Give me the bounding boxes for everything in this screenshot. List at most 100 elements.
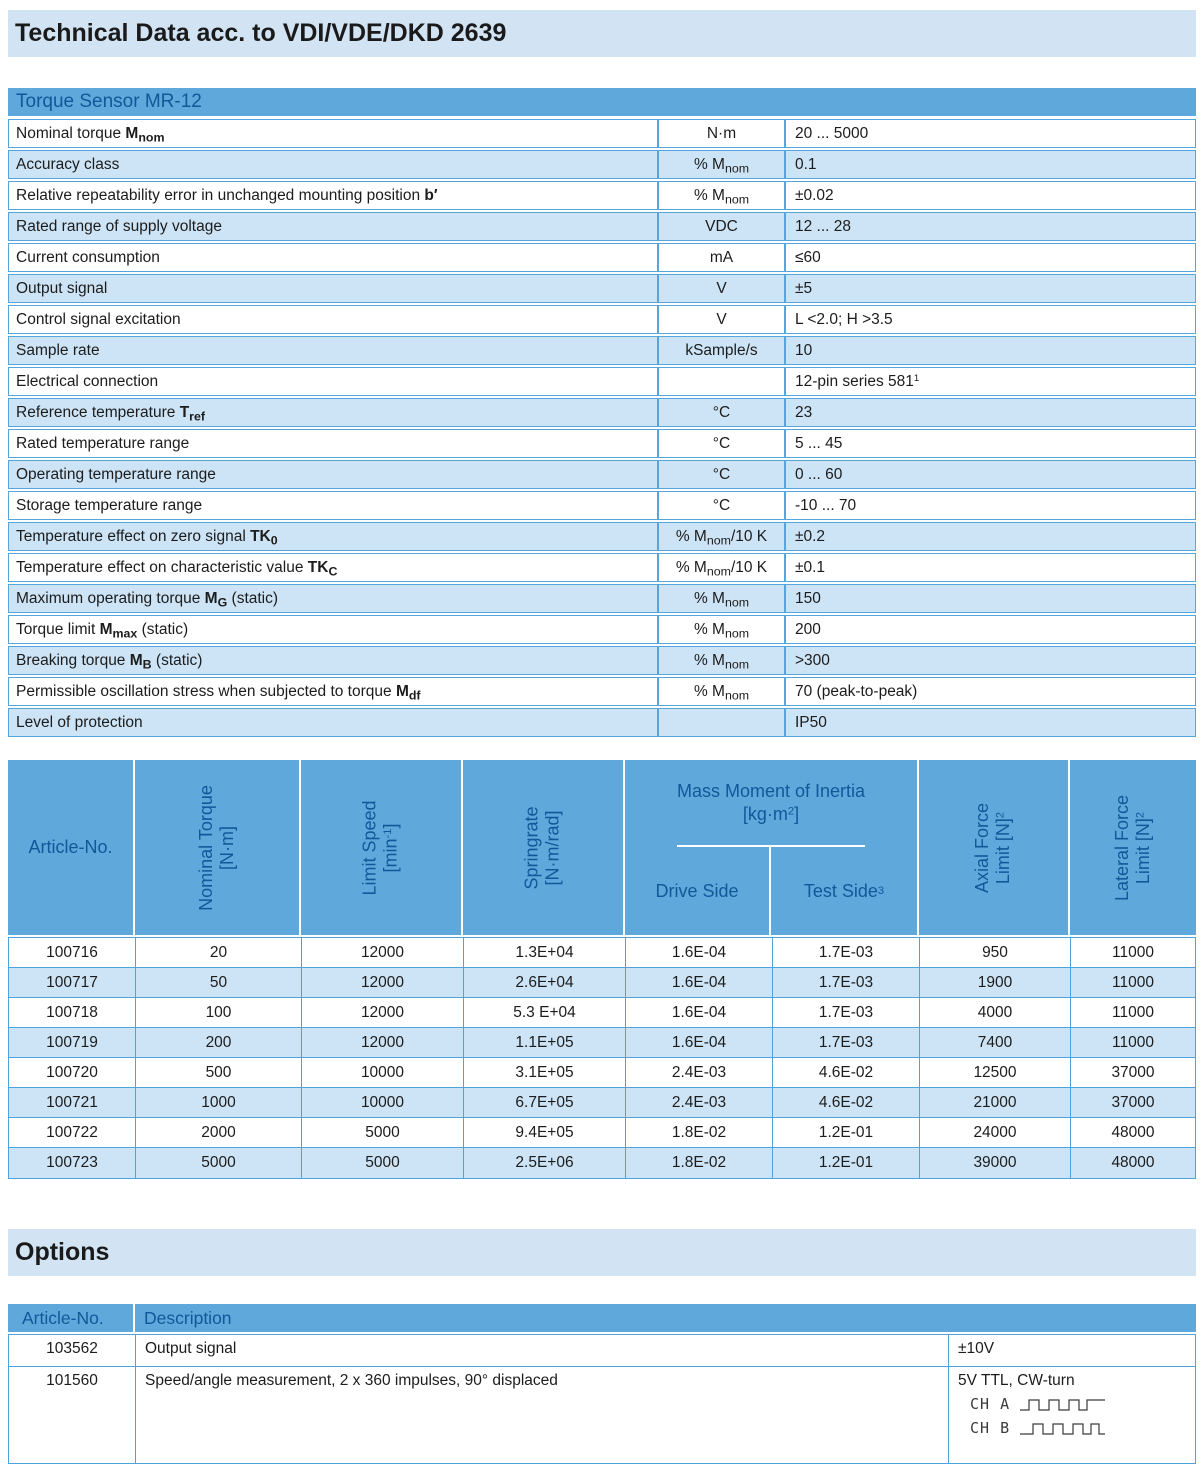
spec-unit-cell: °C xyxy=(659,461,786,488)
spec-row: Temperature effect on characteristic val… xyxy=(8,553,1196,582)
article-table-header: Article-No. Nominal Torque [N·m] Limit Spee… xyxy=(8,760,1196,935)
spec-row: Output signal V ±5 xyxy=(8,274,1196,303)
options-article-cell: 101560 xyxy=(9,1367,136,1463)
article-table-cell: 1000 xyxy=(136,1088,302,1117)
spec-label-cell: Operating temperature range xyxy=(9,461,659,488)
options-description-cell: Output signal xyxy=(136,1335,949,1366)
spec-table: Torque Sensor MR-12 Nominal torque Mnom N… xyxy=(8,88,1196,737)
spec-value-cell: 12 ... 28 xyxy=(795,218,852,235)
article-table-cell: 9.4E+05 xyxy=(464,1118,626,1147)
article-table-cell: 12000 xyxy=(302,938,464,967)
article-table-cell: 11000 xyxy=(1112,973,1154,991)
spec-unit-cell xyxy=(659,709,786,736)
axial-force-header-cell-line: Limit [N]2 xyxy=(993,811,1014,884)
article-table-cell: 100718 xyxy=(9,998,136,1027)
spec-unit-cell: V xyxy=(659,275,786,302)
article-table-cell: 3.1E+05 xyxy=(464,1058,626,1087)
spec-table-title: Torque Sensor MR-12 xyxy=(8,88,1196,116)
channel-ch-b: CH B xyxy=(970,1418,1195,1438)
spec-value-cell: 5 ... 45 xyxy=(795,435,843,452)
spec-label-cell: Relative repeatability error in unchange… xyxy=(9,182,659,209)
article-table-cell: 21000 xyxy=(920,1088,1071,1117)
article-table-cell: 100720 xyxy=(9,1058,136,1087)
spec-label-cell: Current consumption xyxy=(9,244,659,271)
inertia-group-header-cell: Mass Moment of Inertia [kg·m2] Drive Side T… xyxy=(625,760,919,935)
spec-row: Nominal torque Mnom N·m 20 ... 5000 xyxy=(8,119,1196,148)
article-table-cell: 100723 xyxy=(9,1148,136,1178)
spec-label-cell: Output signal xyxy=(9,275,659,302)
spec-value-cell: 10 xyxy=(795,342,813,359)
springrate-header-cell-line: Springrate xyxy=(522,805,542,890)
spec-label-cell: Breaking torque MB (static) xyxy=(9,647,659,674)
article-table-cell: 4.6E-02 xyxy=(773,1088,920,1117)
article-table-cell: 1.6E-04 xyxy=(626,968,773,997)
spec-unit-cell: % Mnom xyxy=(659,647,786,674)
spec-row: Accuracy class% Mnom 0.1 xyxy=(8,150,1196,179)
nominal-torque-header-cell-line: [N·m] xyxy=(217,825,237,870)
limit-speed-header-cell-line: [min-1] xyxy=(381,823,401,872)
channel-label: CH B xyxy=(970,1419,1011,1437)
lateral-force-header-cell-line: Lateral Force xyxy=(1112,794,1132,901)
article-table-cell: 2.4E-03 xyxy=(626,1088,773,1117)
article-table-cell: 5000 xyxy=(136,1148,302,1178)
options-row: 103562 Output signal ±10V xyxy=(9,1335,1195,1367)
article-table-cell: 1.8E-02 xyxy=(626,1148,773,1178)
lateral-force-header-cell: Lateral Force Limit [N]2 xyxy=(1070,760,1196,935)
article-table-cell: 5000 xyxy=(302,1118,464,1147)
spec-unit-cell: V xyxy=(659,306,786,333)
table-row: 100716 20 12000 1.3E+04 1.6E-04 1.7E-03 950 110… xyxy=(9,938,1195,968)
options-table-header: Article-No. Description xyxy=(8,1304,1196,1332)
article-table-body: 100716 20 12000 1.3E+04 1.6E-04 1.7E-03 950 110… xyxy=(8,937,1196,1179)
spec-label-cell: Permissible oscillation stress when subj… xyxy=(9,678,659,705)
axial-force-header-cell-label: Axial Force Limit [N]2 xyxy=(973,802,1015,892)
spec-row: Rated temperature range °C 5 ... 45 xyxy=(8,429,1196,458)
spec-value-cell: 200 xyxy=(795,621,821,638)
article-table-cell: 1.2E-01 xyxy=(773,1118,920,1147)
article-table-cell: 100717 xyxy=(9,968,136,997)
spec-label-cell: Temperature effect on zero signal TK0 xyxy=(9,523,659,550)
options-row: 101560 Speed/angle measurement, 2 x 360 i… xyxy=(9,1367,1195,1463)
spec-row: Breaking torque MB (static)% Mnom >300 xyxy=(8,646,1196,675)
spec-row: Operating temperature range °C 0 ... 60 xyxy=(8,460,1196,489)
spec-row: Control signal excitation V L <2.0; H >3.5 xyxy=(8,305,1196,334)
waveform-ch-b-icon xyxy=(1020,1423,1106,1435)
spec-value-cell: ±0.02 xyxy=(795,187,834,204)
article-table-cell: 4.6E-02 xyxy=(773,1058,920,1087)
spec-unit-cell: mA xyxy=(659,244,786,271)
spec-unit-cell: VDC xyxy=(659,213,786,240)
options-value-text: 5V TTL, CW-turn xyxy=(958,1372,1075,1389)
spec-label-cell: Temperature effect on characteristic val… xyxy=(9,554,659,581)
test-side-header-cell: Test Side 3 xyxy=(803,880,885,901)
options-description-cell: Speed/angle measurement, 2 x 360 impulse… xyxy=(136,1367,949,1463)
spec-value-cell: >300 xyxy=(795,652,830,669)
spec-unit-cell: % Mnom xyxy=(659,182,786,209)
limit-speed-header-cell-line: Limit Speed xyxy=(360,799,380,896)
spec-label-cell: Accuracy class xyxy=(9,151,659,178)
article-table-cell: 1.2E-01 xyxy=(773,1148,920,1178)
article-table-cell: 200 xyxy=(136,1028,302,1057)
lateral-force-header-cell-label: Lateral Force Limit [N]2 xyxy=(1112,794,1154,900)
spec-value-cell: 20 ... 5000 xyxy=(795,125,869,142)
article-table-cell: 100 xyxy=(136,998,302,1027)
article-table-cell: 1.8E-02 xyxy=(626,1118,773,1147)
article-table-cell: 48000 xyxy=(1111,1123,1155,1141)
article-table-cell: 1.7E-03 xyxy=(773,938,920,967)
limit-speed-header-cell: Limit Speed [min-1] xyxy=(301,760,463,935)
article-table-cell: 37000 xyxy=(1111,1093,1155,1111)
article-table-cell: 11000 xyxy=(1112,1003,1154,1021)
spec-row: Sample rate kSample/s 10 xyxy=(8,336,1196,365)
article-table-cell: 37000 xyxy=(1111,1063,1155,1081)
spec-value-cell: ±0.2 xyxy=(795,528,826,545)
article-table-cell: 1.7E-03 xyxy=(773,1028,920,1057)
spec-unit-cell: % Mnom/10 K xyxy=(659,554,786,581)
spec-label-cell: Storage temperature range xyxy=(9,492,659,519)
article-table-cell: 39000 xyxy=(920,1148,1071,1178)
spec-value-cell: 0.1 xyxy=(795,156,817,173)
springrate-header-cell: Springrate [N·m/rad] xyxy=(463,760,625,935)
article-table-cell: 2.4E-03 xyxy=(626,1058,773,1087)
spec-unit-cell: % Mnom xyxy=(659,585,786,612)
article-table-cell: 2000 xyxy=(136,1118,302,1147)
article-table-cell: 4000 xyxy=(920,998,1071,1027)
spec-value-cell: ±0.1 xyxy=(795,559,826,576)
